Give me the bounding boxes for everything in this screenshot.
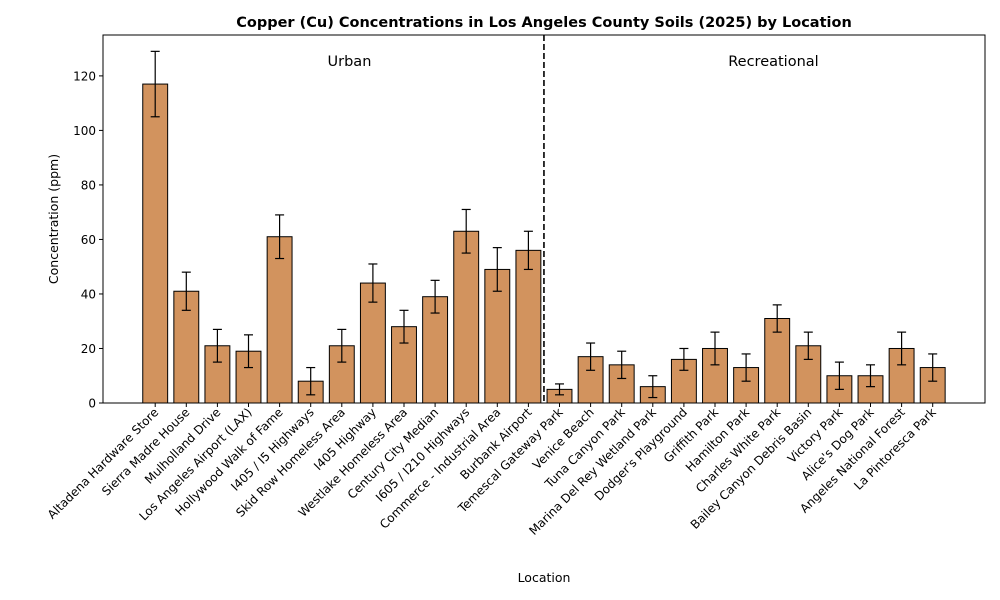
bar-0 xyxy=(142,83,169,404)
y-tick-label-0: 0 xyxy=(88,397,96,411)
y-tick-label-3: 60 xyxy=(81,233,96,247)
x-axis-label: Location xyxy=(518,570,571,585)
bar-7 xyxy=(359,282,386,404)
y-tick-label-1: 20 xyxy=(81,342,96,356)
chart-title: Copper (Cu) Concentrations in Los Angele… xyxy=(236,15,852,31)
plot-frame xyxy=(102,34,986,404)
y-tick-label-6: 120 xyxy=(73,69,96,83)
bar-4 xyxy=(266,236,293,404)
group-label-recreational: Recreational xyxy=(728,54,818,70)
y-tick-label-4: 80 xyxy=(81,178,96,192)
bar-12 xyxy=(515,249,542,404)
y-axis-label: Concentration (ppm) xyxy=(46,154,61,284)
group-label-urban: Urban xyxy=(328,54,372,70)
y-tick-label-2: 40 xyxy=(81,287,96,301)
y-tick-label-5: 100 xyxy=(73,124,96,138)
bar-10 xyxy=(453,230,480,404)
